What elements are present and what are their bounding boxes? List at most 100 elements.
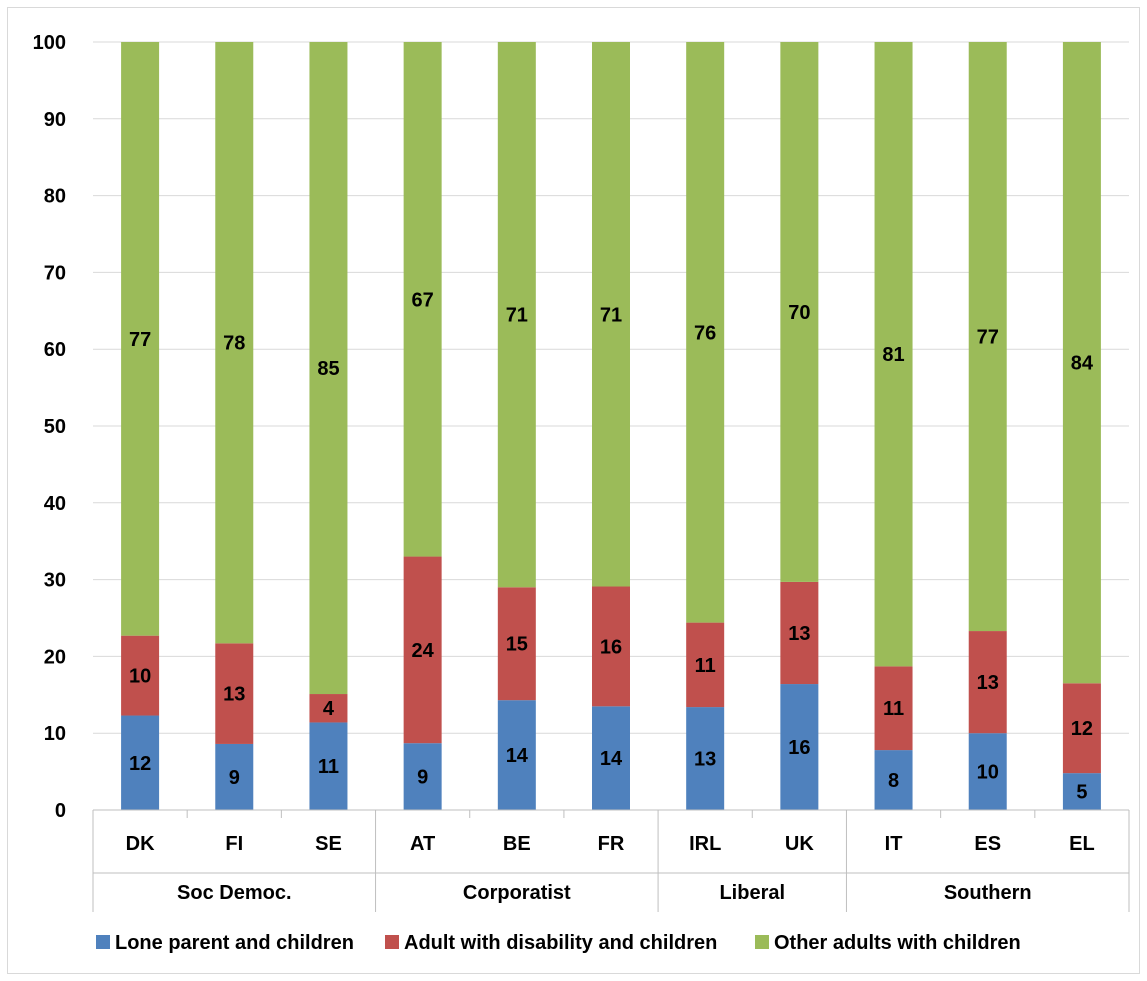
data-label: 77: [129, 329, 151, 351]
y-tick-label: 70: [44, 262, 66, 284]
bar-segment: [968, 631, 1007, 734]
data-label: 5: [1076, 782, 1087, 804]
bar-segment: [121, 42, 160, 636]
data-label: 13: [694, 749, 716, 771]
data-label: 16: [788, 737, 810, 759]
x-tick-label: SE: [315, 833, 342, 855]
x-tick-label: AT: [410, 833, 435, 855]
data-label: 12: [1071, 718, 1093, 740]
bar-segment: [968, 733, 1007, 810]
bar-segment: [309, 42, 348, 695]
bar-segment: [403, 556, 442, 744]
data-label: 67: [412, 289, 434, 311]
bar-segment: [592, 706, 630, 810]
bar-segment: [1062, 773, 1101, 810]
bar-segment: [309, 694, 348, 723]
legend: Lone parent and children Adult with disab…: [96, 932, 1021, 954]
data-label: 12: [129, 753, 151, 775]
legend-swatch: [385, 935, 399, 949]
data-label: 13: [223, 684, 245, 706]
bar-segment: [497, 42, 536, 588]
bar-segment: [309, 722, 348, 810]
data-label: 76: [694, 322, 716, 344]
x-tick-label: UK: [785, 833, 814, 855]
bar-segment: [497, 700, 536, 810]
bar-segment: [874, 42, 913, 667]
x-tick-label: DK: [126, 833, 155, 855]
bars: [121, 42, 1101, 810]
bar-segment: [592, 42, 630, 587]
y-tick-label: 90: [44, 109, 66, 131]
group-label: Southern: [944, 882, 1032, 904]
bar-segment: [874, 750, 913, 810]
data-label: 9: [417, 767, 428, 789]
group-label: Soc Democ.: [177, 882, 291, 904]
bar-segment: [497, 587, 536, 701]
data-label: 11: [695, 655, 716, 677]
bar-segment: [1062, 42, 1101, 684]
x-tick-label: IRL: [689, 833, 721, 855]
data-label: 9: [229, 767, 240, 789]
data-label: 8: [888, 770, 899, 792]
legend-label: Other adults with children: [774, 932, 1021, 954]
bar-segment: [780, 581, 819, 685]
data-labels: 1210779137811485924671415711416711311761…: [129, 289, 1094, 803]
legend-label: Adult with disability and children: [404, 932, 717, 954]
data-label: 13: [977, 672, 999, 694]
x-axis: DK FI SE AT BE FR IRL UK IT ES EL Soc Democ. Corpora…: [92, 809, 1130, 912]
x-tick-label: BE: [503, 833, 531, 855]
data-label: 14: [600, 748, 623, 770]
x-tick-label: EL: [1069, 833, 1095, 855]
x-tick-label: IT: [885, 833, 903, 855]
data-label: 10: [129, 666, 151, 688]
legend-swatch: [96, 935, 110, 949]
data-label: 11: [883, 698, 904, 720]
data-label: 81: [882, 344, 904, 366]
data-label: 70: [788, 302, 810, 324]
data-label: 78: [223, 333, 245, 355]
data-label: 85: [317, 358, 339, 380]
group-label: Corporatist: [463, 882, 571, 904]
bar-segment: [1062, 683, 1101, 774]
y-tick-label: 10: [44, 723, 66, 745]
bar-segment: [592, 586, 630, 707]
data-label: 84: [1071, 353, 1094, 375]
bar-segment: [686, 622, 725, 708]
bar-segment: [686, 42, 725, 623]
bar-segment: [968, 42, 1007, 632]
bar-segment: [403, 743, 442, 810]
x-tick-label: ES: [974, 833, 1001, 855]
bar-segment: [403, 42, 442, 557]
bar-segment: [215, 42, 254, 644]
y-tick-label: 100: [33, 32, 66, 54]
bar-segment: [780, 684, 819, 810]
legend-label: Lone parent and children: [115, 932, 354, 954]
data-label: 11: [318, 756, 339, 778]
data-label: 24: [412, 640, 435, 662]
legend-swatch: [755, 935, 769, 949]
data-label: 15: [506, 634, 528, 656]
data-label: 16: [600, 636, 622, 658]
y-tick-label: 30: [44, 570, 66, 592]
bar-segment: [780, 42, 819, 582]
bar-segment: [121, 715, 160, 810]
y-tick-label: 20: [44, 646, 66, 668]
group-label: Liberal: [719, 882, 785, 904]
data-label: 71: [506, 305, 528, 327]
y-axis: 0 10 20 30 40 50 60 70 80 90 100: [33, 32, 66, 822]
data-label: 10: [977, 762, 999, 784]
y-tick-label: 60: [44, 339, 66, 361]
data-label: 14: [506, 745, 529, 767]
chart-frame: [7, 7, 1140, 974]
y-tick-label: 50: [44, 416, 66, 438]
bar-segment: [874, 666, 913, 751]
data-label: 4: [323, 698, 335, 720]
y-tick-label: 40: [44, 493, 66, 515]
bar-segment: [686, 707, 725, 810]
y-tick-label: 0: [55, 800, 66, 822]
x-tick-label: FR: [598, 833, 625, 855]
x-tick-label: FI: [225, 833, 243, 855]
bar-segment: [121, 635, 160, 716]
bar-segment: [215, 743, 254, 810]
